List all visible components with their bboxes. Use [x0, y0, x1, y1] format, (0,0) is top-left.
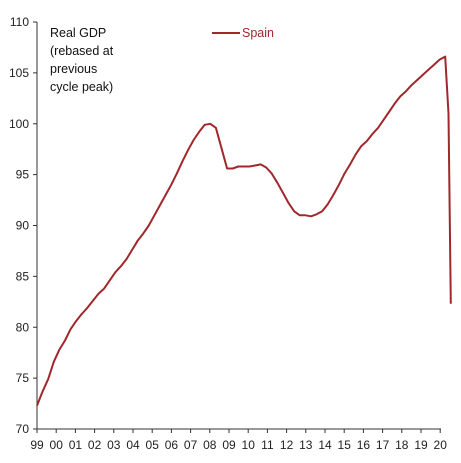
x-tick-label: 05: [146, 438, 160, 452]
x-tick-label: 15: [338, 438, 352, 452]
x-tick-label: 08: [203, 438, 217, 452]
y-tick-label: 85: [16, 269, 30, 283]
x-tick-label: 07: [184, 438, 198, 452]
x-tick-label: 20: [434, 438, 448, 452]
y-axis: 70 75 80 85 90 95 100 105 110: [9, 15, 38, 436]
x-tick-label: 02: [88, 438, 102, 452]
x-tick-label: 99: [30, 438, 44, 452]
y-tick-label: 110: [10, 15, 29, 29]
x-tick-label: 01: [69, 438, 83, 452]
x-tick-label: 13: [299, 438, 313, 452]
y-tick-label: 70: [16, 422, 30, 436]
y-tick-label: 95: [16, 168, 30, 182]
ylabel-line-1: Real GDP: [50, 26, 106, 40]
x-tick-label: 11: [261, 438, 274, 452]
ylabel-line-2: (rebased at: [50, 44, 114, 58]
x-tick-label: 06: [165, 438, 179, 452]
y-tick-label: 90: [16, 219, 30, 233]
x-tick-label: 19: [414, 438, 428, 452]
series-line-spain: [36, 55, 452, 406]
x-tick-label: 04: [126, 438, 140, 452]
x-tick-label: 10: [242, 438, 256, 452]
x-tick-label: 00: [50, 438, 64, 452]
x-tick-label: 18: [395, 438, 409, 452]
x-axis: 99 00 01 02 03 04 05 06 07 08 09 10 11 12 13 14 15 16 17 18…: [30, 428, 448, 452]
legend-label-spain: Spain: [242, 26, 274, 40]
ylabel-line-4: cycle peak): [50, 80, 113, 94]
ylabel-line-3: previous: [50, 62, 97, 76]
x-tick-label: 09: [222, 438, 236, 452]
legend: Spain: [212, 26, 274, 40]
x-tick-label: 14: [318, 438, 332, 452]
y-tick-label: 80: [16, 320, 30, 334]
x-tick-label: 03: [107, 438, 121, 452]
x-tick-label: 12: [280, 438, 294, 452]
y-tick-label: 75: [16, 371, 30, 385]
x-tick-label: 16: [357, 438, 371, 452]
y-tick-label: 105: [9, 66, 29, 80]
y-tick-label: 100: [9, 117, 29, 131]
x-tick-label: 17: [376, 438, 390, 452]
